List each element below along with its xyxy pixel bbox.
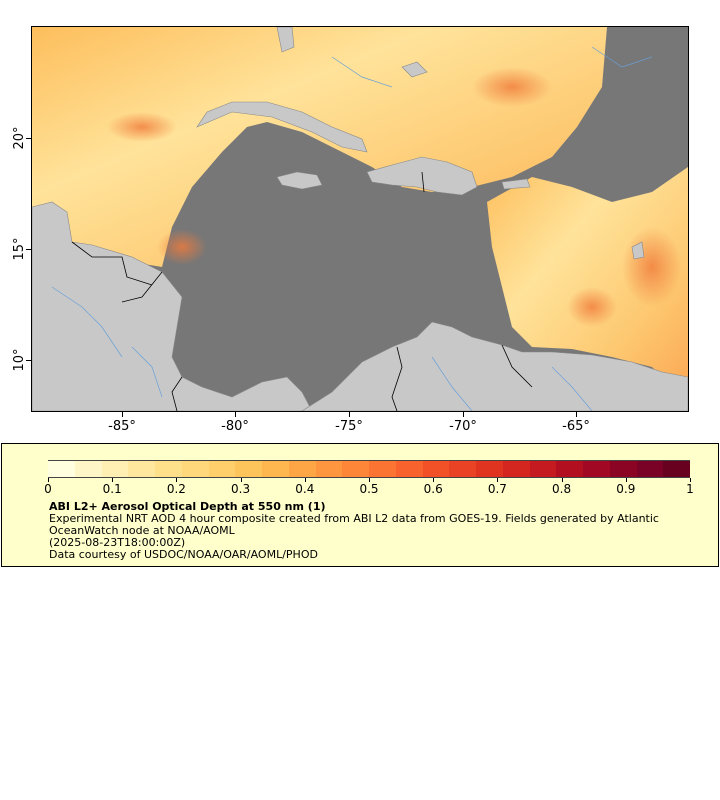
colorbar-swatch [235,461,262,477]
aod-swath-north [32,27,607,267]
legend-credit: Data courtesy of USDOC/NOAA/OAR/AOML/PHO… [49,548,318,561]
colorbar-tick-mark [112,478,114,482]
colorbar-tick-label: 0.1 [102,482,122,496]
colorbar-swatch [609,461,637,477]
y-tick-mark [26,360,31,361]
colorbar-tick-label: 0.3 [231,482,251,496]
colorbar-swatch [262,461,289,477]
y-tick-label: 15° [12,237,28,261]
y-tick-mark [26,138,31,139]
colorbar-swatch [208,461,236,477]
land-small-islands [631,241,645,260]
colorbar-tick-mark [48,478,49,482]
colorbar-tick-mark [497,478,499,482]
aod-hotspot [622,227,682,307]
y-tick-mark [26,249,31,250]
aod-hotspot [567,287,617,327]
land-florida-tip [276,27,295,53]
colorbar-tick-label: 0.4 [295,482,315,496]
y-tick-label: 20° [12,126,28,150]
colorbar-tick-mark [561,478,563,482]
colorbar-swatch [663,461,690,477]
colorbar-tick-mark [176,478,178,482]
x-tick-mark [463,412,464,417]
legend-timestamp: (2025-08-23T18:00:00Z) [49,536,186,549]
x-tick-label: -75° [335,419,363,434]
x-tick-label: -80° [221,419,249,434]
colorbar-tick-mark [369,478,370,482]
colorbar-swatch [74,461,102,477]
colorbar-swatch [288,461,316,477]
legend-panel: 0 0.1 0.2 0.3 0.4 0.5 0.6 0.7 0.8 0.9 1 ABI L2+ Ae… [1,443,719,567]
land-puerto-rico [501,178,531,190]
colorbar-swatch [315,461,343,477]
colorbar-swatch [422,461,450,477]
colorbar-tick-label: 1 [686,482,694,496]
colorbar-swatch [449,461,476,477]
colorbar-tick-mark [240,478,242,482]
x-tick-mark [576,412,577,417]
colorbar-tick-label: 0.9 [616,482,636,496]
rivers [51,46,653,411]
y-tick-label: 10° [12,348,28,372]
colorbar-swatch [181,461,209,477]
colorbar-swatch [101,461,129,477]
legend-title: ABI L2+ Aerosol Optical Depth at 550 nm … [49,500,326,513]
x-tick-mark [122,412,123,417]
colorbar-tick-mark [625,478,627,482]
colorbar-tick-label: 0 [44,482,52,496]
legend-description: Experimental NRT AOD 4 hour composite cr… [49,512,659,537]
colorbar-tick-mark [690,478,691,482]
colorbar-swatch [556,461,583,477]
colorbar-swatch [369,461,396,477]
x-tick-label: -70° [449,419,477,434]
x-tick-label: -65° [562,419,590,434]
aod-map [31,26,689,412]
colorbar-tick-mark [433,478,435,482]
land-bahamas [401,61,428,78]
colorbar-swatch [128,461,155,477]
land-jamaica [276,171,323,190]
land-cuba [196,101,368,153]
colorbar-swatch [395,461,423,477]
x-tick-mark [349,412,350,417]
map-canvas [32,27,688,411]
aod-hotspot [107,112,177,142]
colorbar-tick-label: 0.5 [359,482,379,496]
x-tick-label: -85° [108,419,136,434]
colorbar-swatch [529,461,557,477]
colorbar-swatch [476,461,503,477]
aod-hotspot [472,67,552,107]
land-masses [32,27,688,411]
colorbar-swatch [636,461,664,477]
colorbar-swatch [583,461,610,477]
colorbar [48,460,690,478]
colorbar-swatch [48,461,75,477]
colorbar-tick-label: 0.8 [552,482,572,496]
aod-hotspot [157,229,207,265]
colorbar-tick-label: 0.2 [166,482,186,496]
colorbar-tick-mark [304,478,306,482]
x-tick-mark [235,412,236,417]
country-borders [71,171,533,411]
colorbar-tick-label: 0.6 [423,482,443,496]
colorbar-swatch [155,461,182,477]
colorbar-tick-label: 0.7 [487,482,507,496]
colorbar-swatch [342,461,369,477]
colorbar-swatch [502,461,530,477]
